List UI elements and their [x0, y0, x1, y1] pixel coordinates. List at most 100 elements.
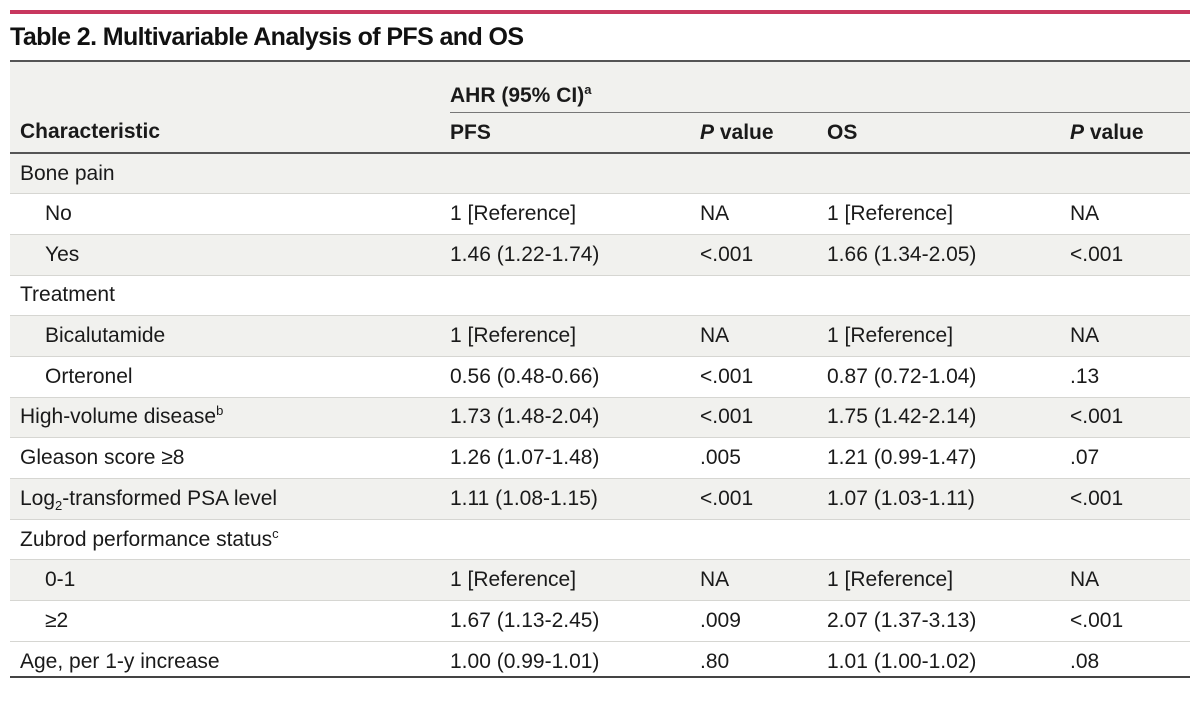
row-label: 0-1 — [10, 559, 450, 601]
os-ahr — [827, 153, 1070, 194]
os-ahr: 1 [Reference] — [827, 559, 1070, 601]
header-columns-row: Characteristic PFS P value OS P value — [10, 113, 1191, 154]
pfs-ahr: 1 [Reference] — [450, 315, 700, 357]
table-row: Zubrod performance statusc — [10, 518, 1191, 560]
os-ahr: 1 [Reference] — [827, 315, 1070, 357]
os-p-value: <.001 — [1070, 233, 1191, 276]
row-footnote: c — [272, 525, 279, 541]
table-row: Age, per 1-y increase 1.00 (0.99-1.01) .… — [10, 640, 1191, 682]
pfs-ahr — [450, 518, 700, 560]
pfs-ahr: 1 [Reference] — [450, 193, 700, 235]
table-row: High-volume diseaseb 1.73 (1.48-2.04) <.… — [10, 396, 1191, 438]
table-row: Gleason score ≥8 1.26 (1.07-1.48) .005 1… — [10, 437, 1191, 479]
bottom-rule — [10, 676, 1190, 678]
header-characteristic: Characteristic — [20, 120, 161, 144]
table-row: 0-1 1 [Reference] NA 1 [Reference] NA — [10, 559, 1191, 601]
table-row: Bone pain — [10, 153, 1190, 194]
row-label: Treatment — [10, 274, 450, 316]
row-label: Yes — [10, 233, 450, 276]
table-title: Table 2. Multivariable Analysis of PFS a… — [10, 23, 524, 51]
os-ahr — [827, 274, 1070, 316]
pfs-p-value: NA — [700, 559, 827, 601]
pfs-p-value: <.001 — [700, 233, 827, 276]
os-ahr: 1.66 (1.34-2.05) — [827, 233, 1070, 276]
row-label: High-volume diseaseb — [10, 396, 450, 438]
row-label: Bicalutamide — [10, 315, 450, 357]
row-label: No — [10, 193, 450, 235]
pfs-ahr: 1.00 (0.99-1.01) — [450, 640, 700, 682]
pfs-ahr: 1 [Reference] — [450, 559, 700, 601]
header-pfs: PFS — [450, 120, 491, 144]
os-ahr: 1.21 (0.99-1.47) — [827, 437, 1070, 479]
os-ahr: 0.87 (0.72-1.04) — [827, 355, 1070, 398]
table-row: Log2-transformed PSA level 1.11 (1.08-1.… — [10, 478, 1191, 520]
table-row: Orteronel 0.56 (0.48-0.66) <.001 0.87 (0… — [10, 355, 1191, 398]
pfs-ahr — [450, 274, 700, 316]
row-label: Zubrod performance statusc — [10, 518, 450, 560]
os-p-value: .08 — [1070, 640, 1191, 682]
top-accent-rule — [10, 10, 1190, 14]
pfs-ahr: 1.73 (1.48-2.04) — [450, 396, 700, 438]
ahr-label: AHR (95% CI) — [450, 84, 585, 107]
pfs-ahr: 0.56 (0.48-0.66) — [450, 355, 700, 398]
os-ahr: 1 [Reference] — [827, 193, 1070, 235]
header-os: OS — [827, 120, 858, 144]
row-label-pre: Log — [20, 486, 56, 510]
header-pfs-p-italic: P — [700, 120, 715, 144]
os-p-value: <.001 — [1070, 396, 1191, 438]
os-ahr: 1.75 (1.42-2.14) — [827, 396, 1070, 438]
pfs-p-value: NA — [700, 315, 827, 357]
header-pfs-p-rest: value — [714, 120, 774, 144]
header-group-row: AHR (95% CI)a — [10, 62, 1191, 113]
row-label: Age, per 1-y increase — [10, 640, 450, 682]
os-p-value — [1070, 518, 1191, 560]
pfs-ahr: 1.11 (1.08-1.15) — [450, 478, 700, 520]
pfs-ahr — [450, 153, 700, 194]
os-p-value: <.001 — [1070, 600, 1191, 642]
pfs-p-value: .80 — [700, 640, 827, 682]
pfs-ahr: 1.46 (1.22-1.74) — [450, 233, 700, 276]
pfs-p-value — [700, 153, 827, 194]
os-ahr — [827, 518, 1070, 560]
row-label-post: -transformed PSA level — [62, 486, 278, 510]
pfs-p-value: <.001 — [700, 478, 827, 520]
row-label-text: High-volume disease — [20, 405, 217, 429]
os-p-value — [1070, 153, 1190, 194]
pfs-p-value: <.001 — [700, 396, 827, 438]
row-label: Bone pain — [20, 161, 115, 185]
pfs-p-value: .005 — [700, 437, 827, 479]
pfs-p-value: <.001 — [700, 355, 827, 398]
row-footnote: b — [216, 403, 224, 419]
os-p-value: .13 — [1070, 355, 1191, 398]
table-row: Yes 1.46 (1.22-1.74) <.001 1.66 (1.34-2.… — [10, 233, 1191, 276]
header-os-p-rest: value — [1084, 120, 1144, 144]
table-row: ≥2 1.67 (1.13-2.45) .009 2.07 (1.37-3.13… — [10, 600, 1191, 642]
analysis-table: AHR (95% CI)a Characteristic PFS P value… — [10, 62, 1191, 682]
header-os-p-value: P value — [1070, 113, 1190, 154]
os-ahr: 2.07 (1.37-3.13) — [827, 600, 1070, 642]
pfs-p-value — [700, 274, 827, 316]
row-label: Orteronel — [10, 355, 450, 398]
os-ahr: 1.01 (1.00-1.02) — [827, 640, 1070, 682]
header-ahr-group: AHR (95% CI)a — [450, 62, 1191, 113]
header-os-p-italic: P — [1070, 120, 1085, 144]
table-row: Treatment — [10, 274, 1191, 316]
os-p-value — [1070, 274, 1191, 316]
os-p-value: NA — [1070, 315, 1191, 357]
header-pfs-p-value: P value — [700, 113, 827, 154]
row-label-subscript: 2 — [55, 498, 63, 514]
row-label: Gleason score ≥8 — [10, 437, 450, 479]
row-label-text: Zubrod performance status — [20, 527, 273, 551]
table-row: No 1 [Reference] NA 1 [Reference] NA — [10, 193, 1191, 235]
os-p-value: .07 — [1070, 437, 1191, 479]
os-p-value: NA — [1070, 193, 1191, 235]
os-ahr: 1.07 (1.03-1.11) — [827, 478, 1070, 520]
pfs-ahr: 1.67 (1.13-2.45) — [450, 600, 700, 642]
table-row: Bicalutamide 1 [Reference] NA 1 [Referen… — [10, 315, 1191, 357]
row-label: Log2-transformed PSA level — [10, 478, 450, 520]
pfs-p-value — [700, 518, 827, 560]
pfs-p-value: NA — [700, 193, 827, 235]
pfs-p-value: .009 — [700, 600, 827, 642]
os-p-value: <.001 — [1070, 478, 1191, 520]
